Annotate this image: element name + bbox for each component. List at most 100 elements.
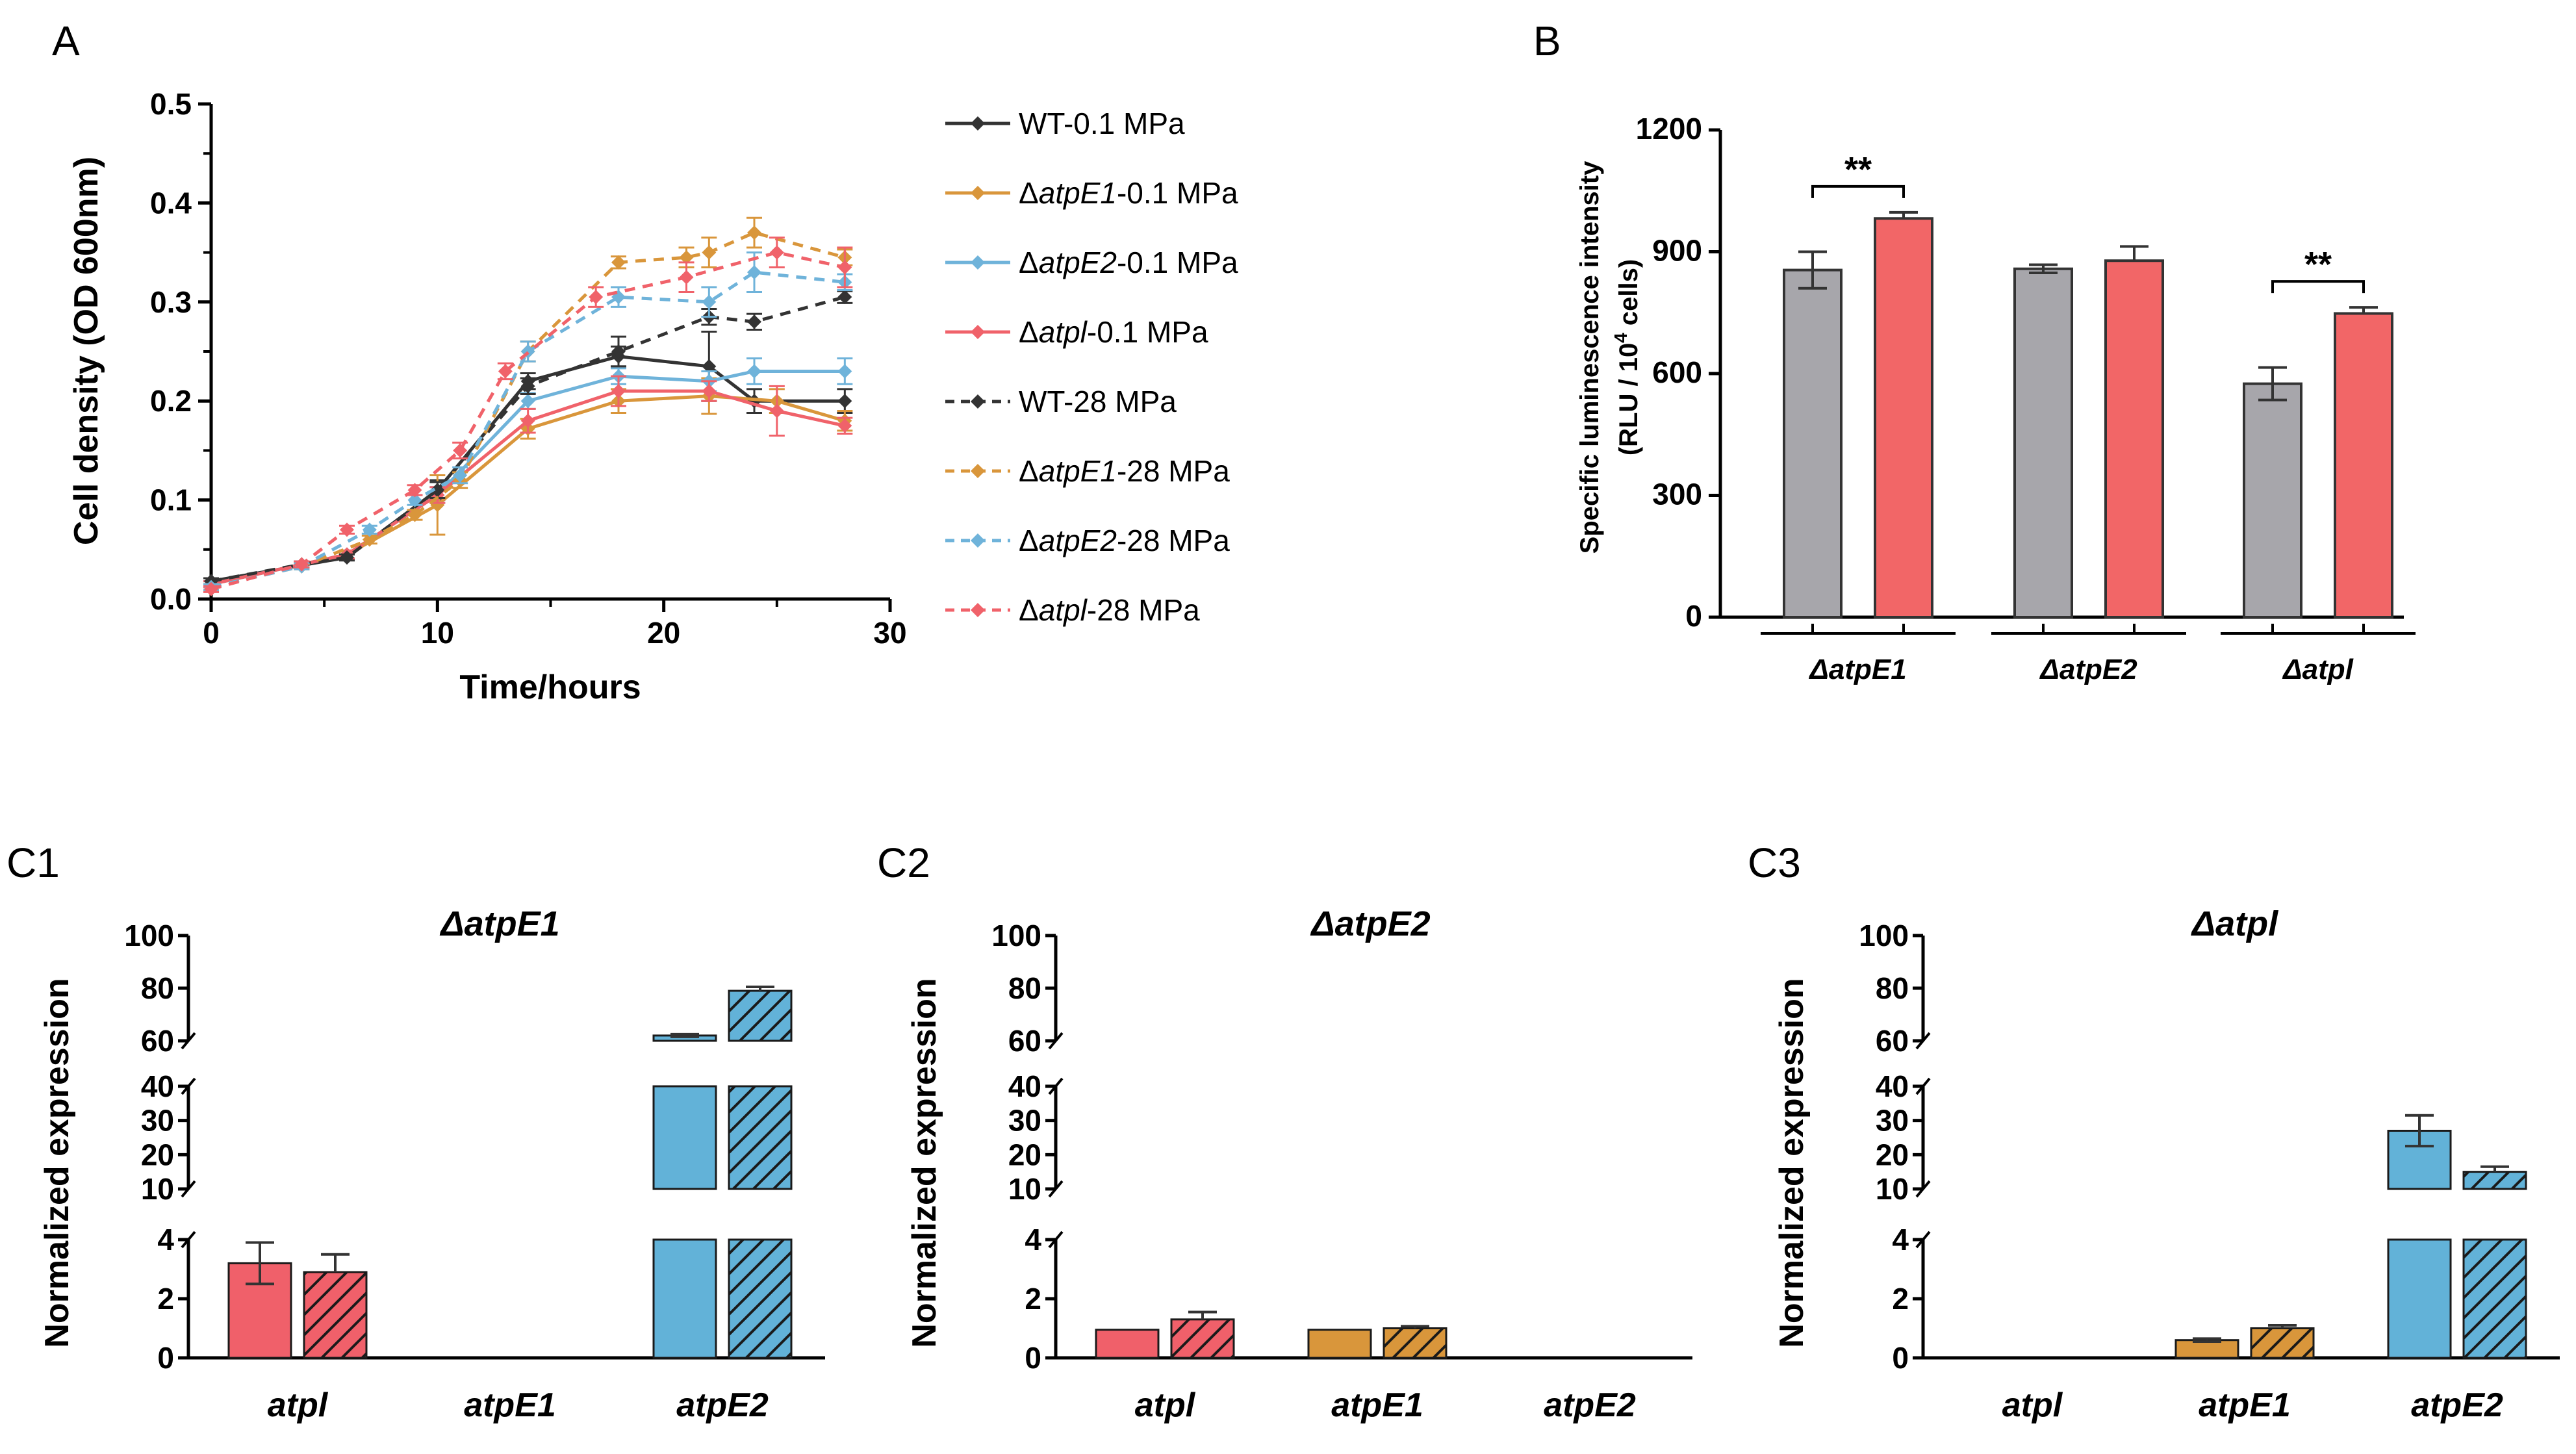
y-tick-label: 10 (1008, 1172, 1041, 1206)
bar-chart-panel-b: 0 300 600 900 1200 ΔatpE1 ΔatpE2 Δatpl ** ** (1636, 112, 2416, 685)
y-tick-label: 40 (1008, 1069, 1041, 1103)
group-atpl: atpl (227, 1241, 368, 1424)
legend-marker (971, 603, 985, 617)
panel-a-y-tick-label: 0.3 (150, 285, 192, 319)
series-line (210, 389, 845, 586)
axis-break-mark (181, 1032, 196, 1050)
panel-b-ylabel-line2: (RLU / 104 cells) (1611, 259, 1643, 455)
data-point (747, 225, 761, 240)
data-point (520, 379, 535, 394)
group-atpE2: atpE2 (1544, 1386, 1636, 1424)
data-point (769, 403, 784, 418)
axis-break-mark (1915, 1231, 1931, 1249)
data-point (498, 364, 513, 379)
bar (1783, 268, 1843, 619)
axis-break-mark (1048, 1032, 1064, 1050)
data-point (340, 522, 354, 537)
group-atpE1: atpE1 (2174, 1323, 2315, 1424)
axis-break-mark (181, 1077, 196, 1095)
panel-label-b: B (1533, 18, 1561, 64)
panel-title: Δatpl (2191, 904, 2278, 943)
legend-entry-suffix: -0.1 MPa (1087, 315, 1208, 349)
axis-break-mark (1048, 1077, 1064, 1095)
legend-entry: WT-28 MPa (1019, 385, 1177, 418)
data-point (407, 483, 422, 498)
panel-b-group-2: Δatpl (2221, 306, 2416, 685)
group-atpE2: atpE2 (2387, 1114, 2527, 1424)
axis-break-mark (1915, 1032, 1931, 1050)
panel-b-ylabel-part2: cells) (1614, 259, 1643, 333)
panel-a-x-tick-label: 30 (873, 616, 906, 650)
data-point (837, 418, 852, 433)
y-tick-label: 0 (157, 1341, 174, 1375)
data-point (453, 468, 468, 483)
data-point (589, 290, 604, 305)
data-point (611, 383, 626, 398)
panel-a-y-tick-label: 0.0 (150, 582, 192, 616)
category-label: atpl (2002, 1386, 2063, 1424)
data-point (679, 270, 694, 285)
y-tick-label: 0 (1892, 1341, 1909, 1375)
bar-segment (1095, 1329, 1160, 1359)
category-label: atpl (1135, 1386, 1196, 1424)
category-label: atpl (268, 1386, 329, 1424)
legend-entry-suffix: -28 MPa (1117, 454, 1230, 488)
panel-a-x-tick-label: 10 (421, 616, 454, 650)
data-point (453, 443, 468, 458)
legend-entry-prefix: WT (1019, 385, 1065, 418)
data-point (747, 265, 761, 280)
group-atpE1: atpE1 (1307, 1325, 1447, 1424)
data-point (611, 344, 626, 359)
axis-break-mark (1915, 1180, 1931, 1198)
legend-entry-suffix: -28 MPa (1064, 385, 1177, 418)
data-point (837, 260, 852, 275)
legend-entry-gene: atpE2 (1039, 246, 1117, 279)
y-tick-label: 40 (1876, 1069, 1909, 1103)
panel-b-y-tick-label: 0 (1685, 599, 1702, 633)
data-point (702, 383, 717, 398)
panel-ylabel: Normalized expression (38, 978, 76, 1347)
legend-entry-prefix: Δ (1019, 315, 1039, 349)
legend-entry: ΔatpE1-0.1 MPa (1019, 176, 1238, 210)
data-point (204, 581, 218, 596)
legend-entry: Δatpl-0.1 MPa (1019, 315, 1208, 349)
panel-b-y-tick-label: 1200 (1636, 112, 1702, 146)
category-label: ΔatpE2 (2039, 654, 2137, 685)
legend-marker (971, 186, 985, 200)
legend-entry-prefix: Δ (1019, 176, 1039, 210)
panel-b-ylabel-line1: Specific luminescence intensity (1575, 160, 1604, 554)
data-point (340, 550, 354, 565)
y-tick-label: 80 (1008, 971, 1041, 1005)
legend-marker (971, 116, 985, 131)
bar-segment (303, 1271, 368, 1359)
panel-label-a: A (52, 18, 80, 64)
y-tick-label: 60 (141, 1024, 174, 1058)
legend-entry: WT-0.1 MPa (1019, 107, 1185, 140)
panel-b-group-0: ΔatpE1 (1761, 210, 1956, 685)
axis-break-mark (181, 1180, 196, 1198)
panel-a-xlabel: Time/hours (459, 669, 641, 706)
category-label: atpE1 (1331, 1386, 1423, 1424)
category-label: Δatpl (2282, 654, 2354, 685)
bar-segment (1307, 1329, 1372, 1359)
legend-entry: ΔatpE2-0.1 MPa (1019, 246, 1238, 279)
bar-segment (652, 1085, 717, 1190)
data-point (679, 250, 694, 265)
data-point (747, 364, 761, 379)
legend-entry-gene: atpl (1039, 593, 1088, 627)
data-point (702, 245, 717, 260)
category-label: atpE2 (2411, 1386, 2503, 1424)
y-tick-label: 100 (124, 919, 174, 952)
legend-marker (971, 464, 985, 478)
panel-b-y-tick-label: 300 (1652, 478, 1702, 511)
legend-entry-suffix: -0.1 MPa (1117, 176, 1238, 210)
y-tick-label: 30 (1876, 1104, 1909, 1138)
legend-entry-suffix: -28 MPa (1087, 593, 1200, 627)
bar-segment (1170, 1318, 1235, 1359)
legend-entry-gene: atpE1 (1039, 176, 1117, 210)
bar-segment (728, 989, 793, 1042)
